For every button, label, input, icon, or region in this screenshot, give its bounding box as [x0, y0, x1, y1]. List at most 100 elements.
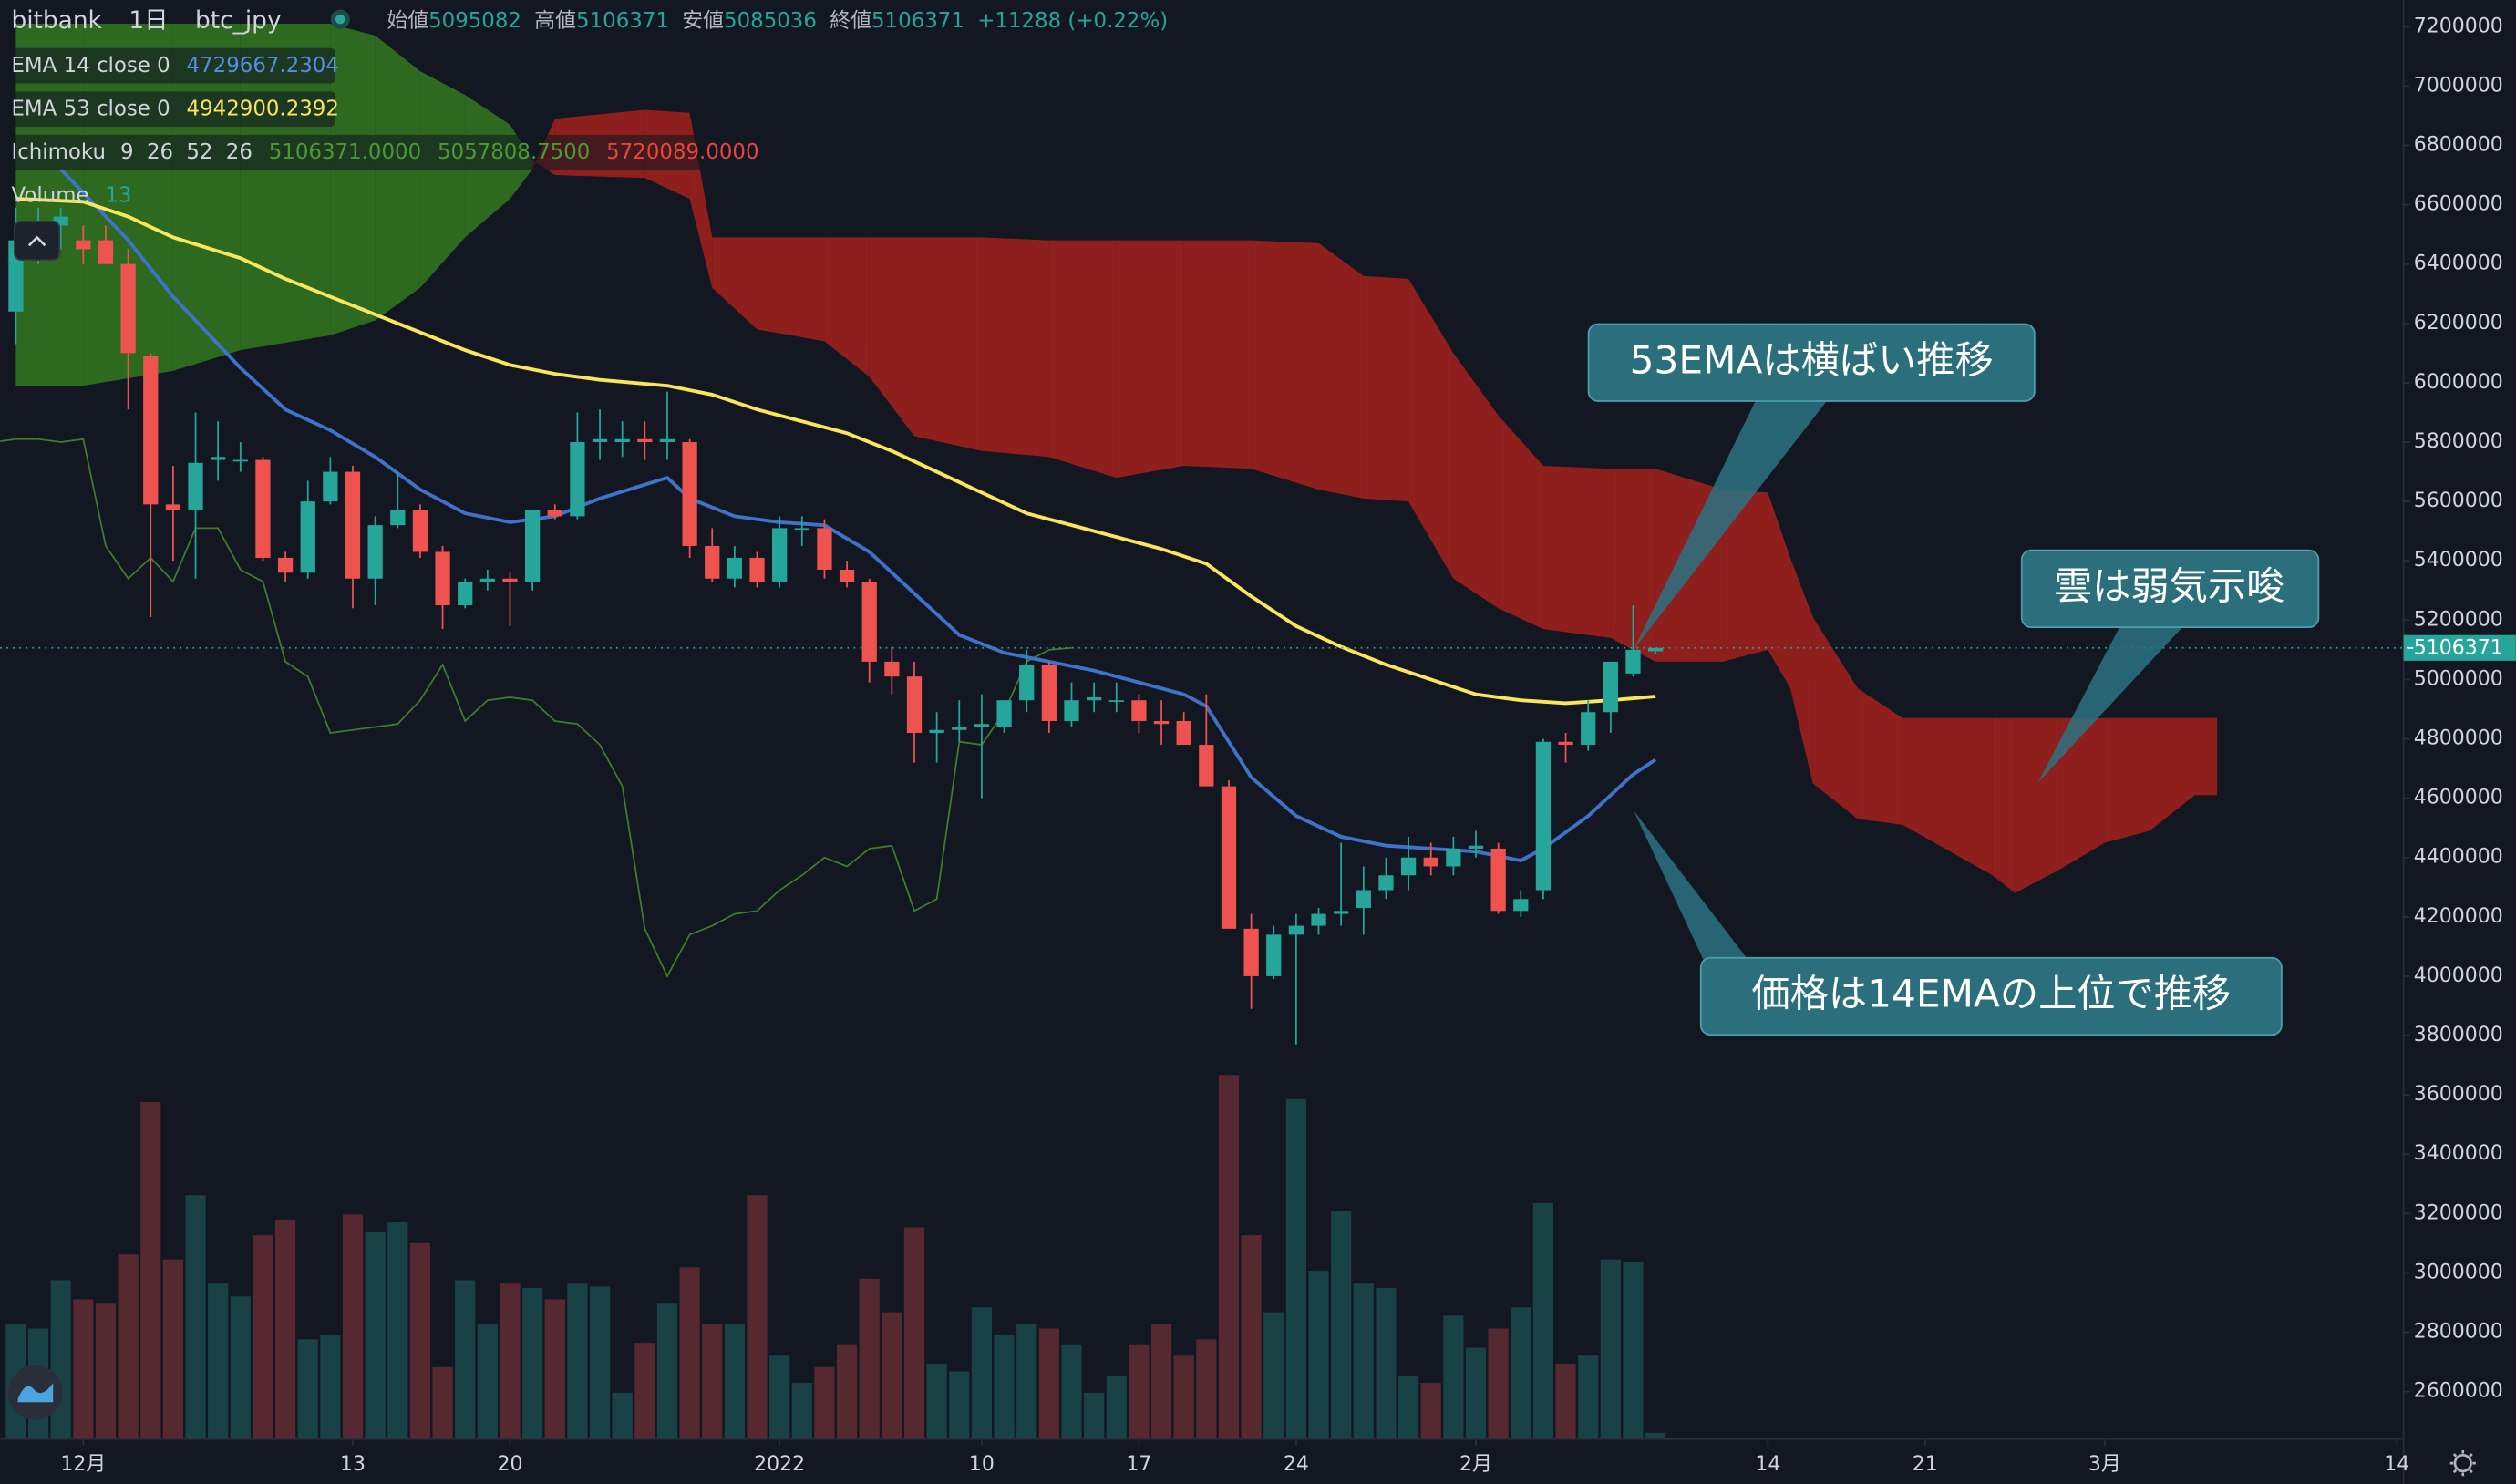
- volume-bar: [903, 1227, 925, 1439]
- callout-pointer: [1633, 809, 1749, 962]
- cloud-segment: [1992, 717, 2016, 893]
- line-layer: [0, 168, 2404, 978]
- exchange: bitbank: [11, 5, 102, 34]
- y-tick-label: 3800000: [2414, 1024, 2503, 1046]
- y-tick-label: 5200000: [2414, 608, 2503, 631]
- y-tick-label: 5600000: [2414, 490, 2503, 512]
- cloud-segment: [1318, 242, 1364, 499]
- candle-body: [929, 729, 944, 734]
- callout-box: [2020, 549, 2320, 629]
- candle-body: [1019, 665, 1035, 701]
- candle-body: [1446, 848, 1461, 867]
- volume-bar: [500, 1283, 521, 1439]
- candle-body: [98, 240, 114, 264]
- x-tick-label: 2022: [754, 1453, 805, 1476]
- ohlc-value: 5106371: [576, 8, 669, 32]
- status-dot-core: [335, 14, 345, 25]
- x-tick-label: 24: [1284, 1453, 1309, 1476]
- candle-body: [1423, 857, 1438, 867]
- candle-body: [547, 510, 562, 517]
- volume-bar: [1623, 1262, 1644, 1439]
- cloud-segment: [1183, 240, 1252, 469]
- volume-bar: [1106, 1376, 1127, 1439]
- volume-bar: [1465, 1347, 1487, 1439]
- legend-value: 5057808.7500: [438, 140, 590, 164]
- candle-body: [1086, 696, 1102, 701]
- collapse-button[interactable]: [14, 221, 61, 261]
- legend-param: 9: [120, 140, 134, 164]
- volume-bar: [162, 1259, 183, 1439]
- lagging-span: [0, 438, 1072, 978]
- volume-bar: [656, 1303, 678, 1439]
- volume-bar: [455, 1280, 476, 1439]
- volume-bar: [1532, 1202, 1554, 1439]
- candle-body: [952, 727, 967, 730]
- legend-value: 4942900.2392: [187, 97, 339, 120]
- x-tick-label: 14: [2384, 1453, 2409, 1476]
- ohlc-row: 始値5095082 高値5106371 安値5085036 終値5106371 …: [387, 8, 1168, 32]
- candle-body: [996, 700, 1012, 727]
- cloud-segment: [1902, 717, 1993, 876]
- candle-body: [300, 501, 315, 573]
- candle-body: [1581, 712, 1596, 746]
- settings-icon[interactable]: [2453, 1454, 2472, 1473]
- logo[interactable]: [7, 1365, 63, 1420]
- ohlc-value: 5095082: [428, 8, 521, 32]
- legend-row-bg: [5, 134, 702, 170]
- y-tick-label: 5400000: [2414, 549, 2503, 572]
- candle-layer: [8, 207, 1664, 1045]
- y-tick-label: 4800000: [2414, 727, 2503, 750]
- settings-icon-teeth: [2449, 1450, 2476, 1477]
- x-tick-label: 14: [1755, 1453, 1780, 1476]
- legend-row-bg: [5, 91, 335, 128]
- candle-body: [772, 528, 788, 582]
- volume-bar: [634, 1343, 655, 1439]
- collapse-button-bg[interactable]: [14, 221, 61, 261]
- ohlc-value: 5085036: [724, 8, 817, 32]
- volume-bar: [118, 1254, 139, 1439]
- volume-bar: [1263, 1312, 1284, 1439]
- y-tick-label: 3400000: [2414, 1142, 2503, 1165]
- candle-body: [479, 578, 495, 582]
- volume-bar: [837, 1344, 858, 1439]
- legend-ema14: EMA 14 close 0 4729667.2304: [11, 54, 338, 77]
- y-tick-label: 4600000: [2414, 787, 2503, 809]
- cloud-segment: [914, 237, 982, 451]
- y-tick-label: 3600000: [2414, 1083, 2503, 1106]
- candle-body: [165, 504, 181, 510]
- volume-bar: [1488, 1328, 1509, 1439]
- interval: 1日: [129, 5, 168, 34]
- candle-body: [727, 557, 743, 579]
- candle-body: [1153, 720, 1170, 725]
- candle-body: [345, 471, 361, 579]
- candle-body: [1356, 890, 1371, 909]
- candle-body: [1199, 745, 1214, 787]
- cloud-segment: [1251, 240, 1319, 490]
- volume-bar: [95, 1303, 117, 1439]
- cloud-segment: [824, 237, 870, 377]
- cloud-segment: [1542, 466, 1611, 638]
- y-tick-label: 4400000: [2414, 846, 2503, 869]
- candle-body: [1558, 741, 1573, 746]
- candle-body: [143, 356, 159, 505]
- legend-label: Ichimoku: [11, 140, 106, 164]
- cloud-segment: [419, 71, 466, 288]
- candle-body: [1176, 720, 1191, 746]
- callout-box: [1699, 956, 2283, 1036]
- volume-bar: [1196, 1339, 1217, 1439]
- volume-bar: [208, 1283, 229, 1439]
- callout-text: 雲は弱気示唆: [2054, 563, 2284, 608]
- x-tick-label: 13: [340, 1453, 366, 1476]
- volume-bar: [73, 1299, 94, 1439]
- volume-bar: [791, 1383, 812, 1439]
- y-tick-label: 5800000: [2414, 430, 2503, 453]
- candle-body: [211, 457, 226, 460]
- volume-bar: [1308, 1271, 1329, 1439]
- cloud-segment: [375, 36, 420, 321]
- legend-label: Volume: [11, 183, 88, 207]
- settings-button[interactable]: [2449, 1450, 2476, 1477]
- change: +11288 (+0.22%): [977, 8, 1168, 32]
- volume-bar: [769, 1355, 790, 1439]
- cloud-segment: [1453, 353, 1499, 609]
